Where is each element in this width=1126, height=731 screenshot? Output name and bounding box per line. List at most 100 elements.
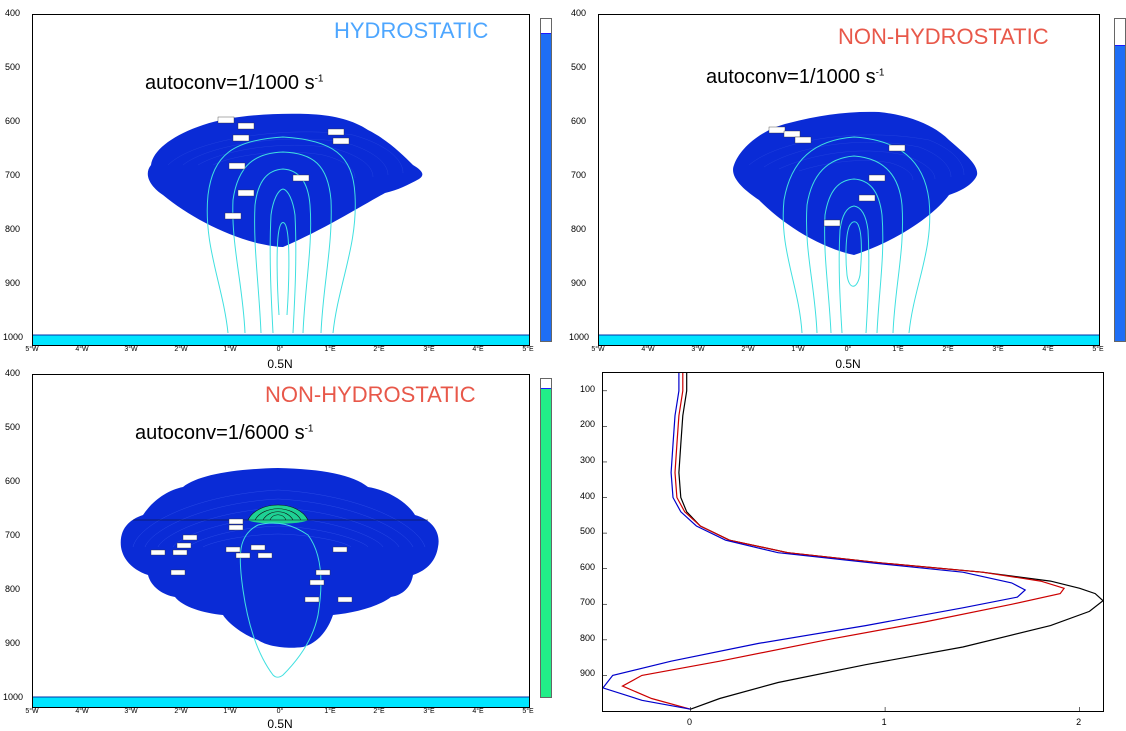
contour-labels: [150, 518, 353, 603]
y-tick: 100: [580, 383, 596, 394]
y-tick: 800: [5, 584, 21, 594]
y-tick: 400: [5, 368, 21, 378]
y-tick: 600: [5, 476, 21, 486]
cyan-contours: [239, 522, 322, 678]
y-tick: 700: [5, 170, 21, 180]
contour-labels: [217, 116, 350, 220]
x-tick: 2: [1076, 717, 1082, 727]
x-axis-label: 0.5N: [267, 357, 293, 371]
panel-title: NON-HYDROSTATIC: [265, 382, 476, 407]
x-tick: 1°E: [324, 708, 336, 715]
x-axis-label: 0.5N: [835, 357, 861, 371]
x-tick: 3°E: [423, 346, 435, 353]
x-tick: 5°W: [591, 346, 605, 353]
panel-title: NON-HYDROSTATIC: [838, 24, 1049, 49]
colorbar: [540, 18, 552, 342]
core-isolines: [247, 504, 309, 521]
y-tick: 600: [571, 116, 587, 126]
series-line-2: [603, 373, 1027, 710]
x-tick: 1°E: [324, 346, 336, 353]
colorbar-top: [541, 379, 551, 389]
subtitle-exp: -1: [304, 423, 314, 435]
colorbar-top: [541, 19, 551, 34]
x-tick: 4°E: [472, 708, 484, 715]
x-axis-label: 0.5N: [267, 717, 293, 731]
surface-band: [599, 335, 1099, 345]
plot-area: [598, 14, 1100, 346]
panel-subtitle: autoconv=1/6000 s-1: [135, 422, 314, 445]
x-tick: 2°E: [373, 708, 385, 715]
y-tick: 600: [5, 116, 21, 126]
plot-area: [32, 14, 530, 346]
x-tick: 3°E: [992, 346, 1004, 353]
panel-hydrostatic-1000: HYDROSTATIC autoconv=1/1000 s-1 400 500 …: [0, 0, 560, 372]
x-tick: 5°W: [25, 708, 39, 715]
y-tick: 700: [571, 170, 587, 180]
x-tick: 4°E: [1042, 346, 1054, 353]
subtitle-text: autoconv=1/6000 s: [135, 422, 305, 444]
y-tick: 900: [571, 278, 587, 288]
colorbar: [1114, 18, 1126, 342]
panel-subtitle: autoconv=1/1000 s-1: [706, 66, 885, 89]
x-tick: 2°E: [942, 346, 954, 353]
colorbar: [540, 378, 552, 698]
surface-band: [33, 697, 529, 707]
cloud-fill: [120, 468, 439, 648]
x-tick: 4°W: [75, 346, 89, 353]
colorbar-top: [1115, 19, 1125, 46]
plot-area: [32, 374, 530, 708]
x-tick: 1: [881, 717, 887, 727]
x-tick: 5°E: [522, 708, 534, 715]
plot-area: [602, 372, 1104, 712]
x-tick: 2°E: [373, 346, 385, 353]
panel-profiles: 100 200 300 400 500 600 700 800 900 0 1 2: [566, 372, 1126, 731]
y-tick: 1000: [569, 332, 590, 342]
y-tick: 900: [580, 668, 596, 679]
x-tick: 4°W: [75, 708, 89, 715]
x-tick: 4°W: [641, 346, 655, 353]
contour-plot: [599, 111, 1099, 345]
y-tick: 900: [5, 638, 21, 648]
x-tick: 0°: [844, 346, 852, 353]
x-tick: 1°W: [791, 346, 805, 353]
cyan-contours: [206, 136, 356, 334]
y-tick: 800: [571, 224, 587, 234]
y-tick: 500: [580, 526, 596, 537]
x-tick: 3°W: [691, 346, 705, 353]
x-tick: 3°W: [124, 346, 138, 353]
subtitle-text: autoconv=1/1000 s: [706, 66, 876, 88]
surface-band: [33, 335, 529, 345]
x-tick: 0°: [276, 346, 284, 353]
cloud-fill: [147, 113, 423, 247]
y-tick: 400: [571, 8, 587, 18]
panel-title: HYDROSTATIC: [334, 18, 489, 43]
y-tick: 400: [5, 8, 21, 18]
x-tick: 5°E: [1092, 346, 1104, 353]
cyan-contours: [782, 136, 931, 334]
panel-nonhydrostatic-6000: NON-HYDROSTATIC autoconv=1/6000 s-1 400 …: [0, 368, 560, 731]
x-tick: 0°: [276, 708, 284, 715]
y-tick: 1000: [3, 692, 24, 702]
x-tick: 2°W: [174, 708, 188, 715]
y-tick: 600: [580, 561, 596, 572]
x-tick: 1°W: [223, 708, 237, 715]
x-tick: 5°W: [25, 346, 39, 353]
x-tick: 0: [687, 717, 693, 727]
x-tick: 3°E: [423, 708, 435, 715]
subtitle-exp: -1: [314, 73, 324, 85]
y-tick: 700: [5, 530, 21, 540]
y-tick: 500: [571, 62, 587, 72]
panel-subtitle: autoconv=1/1000 s-1: [145, 72, 324, 95]
line-chart: [603, 373, 1103, 711]
contour-labels: [768, 126, 906, 227]
subtitle-text: autoconv=1/1000 s: [145, 72, 315, 94]
x-tick: 2°W: [741, 346, 755, 353]
y-tick: 300: [580, 454, 596, 465]
y-tick: 400: [580, 490, 596, 501]
y-tick: 800: [5, 224, 21, 234]
core-fill: [248, 505, 308, 524]
contour-plot: [33, 113, 529, 345]
subtitle-exp: -1: [875, 67, 885, 79]
x-tick: 3°W: [124, 708, 138, 715]
y-tick: 200: [580, 419, 596, 430]
